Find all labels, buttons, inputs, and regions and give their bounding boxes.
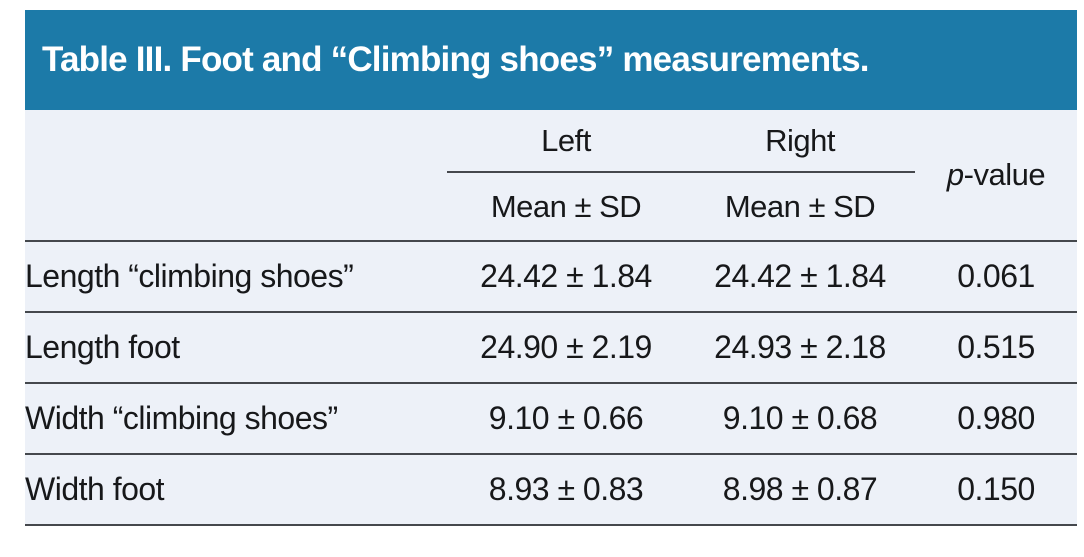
header-sub-row: Mean ± SD Mean ± SD [25, 172, 1077, 241]
table-row-length-foot: Length foot 24.90 ± 2.19 24.93 ± 2.18 0.… [25, 311, 1077, 383]
table-row-length-climbing-shoes: Length “climbing shoes” 24.42 ± 1.84 24.… [25, 240, 1077, 312]
p-value-suffix: -value [963, 157, 1046, 192]
table-title: Table III. Foot and “Climbing shoes” mea… [42, 40, 870, 79]
header-group-row: Left Right p-value [25, 110, 1077, 192]
table-figure: Table III. Foot and “Climbing shoes” mea… [25, 10, 1077, 526]
cell-left-value: 9.10 ± 0.66 [447, 382, 685, 454]
row-label: Width “climbing shoes” [25, 382, 447, 454]
cell-right-value: 8.98 ± 0.87 [685, 453, 915, 525]
measurements-table: Left Right p-value Mean ± SD Mean ± SD L… [25, 110, 1077, 526]
cell-left-value: 8.93 ± 0.83 [447, 453, 685, 525]
column-header-left: Left [447, 110, 685, 173]
table-row-width-foot: Width foot 8.93 ± 0.83 8.98 ± 0.87 0.150 [25, 453, 1077, 525]
table-title-bar: Table III. Foot and “Climbing shoes” mea… [25, 10, 1077, 110]
p-value-italic-p: p [946, 157, 964, 192]
column-header-right: Right [685, 110, 915, 173]
cell-right-value: 24.93 ± 2.18 [685, 311, 915, 383]
cell-right-value: 9.10 ± 0.68 [685, 382, 915, 454]
cell-p-value: 0.515 [915, 311, 1077, 383]
subheader-left-mean-sd: Mean ± SD [490, 188, 642, 224]
cell-p-value: 0.980 [915, 382, 1077, 454]
header-stub-cell [25, 110, 447, 241]
row-label: Length “climbing shoes” [25, 240, 447, 312]
cell-left-value: 24.42 ± 1.84 [447, 240, 685, 312]
column-header-p-value: p-value [915, 110, 1077, 241]
cell-left-value: 24.90 ± 2.19 [447, 311, 685, 383]
row-label: Length foot [25, 311, 447, 383]
row-label: Width foot [25, 453, 447, 525]
cell-p-value: 0.061 [915, 240, 1077, 312]
subheader-right-mean-sd: Mean ± SD [724, 188, 876, 224]
cell-p-value: 0.150 [915, 453, 1077, 525]
table-row-width-climbing-shoes: Width “climbing shoes” 9.10 ± 0.66 9.10 … [25, 382, 1077, 454]
cell-right-value: 24.42 ± 1.84 [685, 240, 915, 312]
